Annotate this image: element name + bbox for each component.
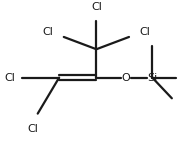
Text: Cl: Cl: [139, 27, 150, 37]
Text: Si: Si: [147, 73, 157, 83]
Text: Cl: Cl: [91, 2, 102, 12]
Text: Cl: Cl: [28, 124, 38, 134]
Text: Cl: Cl: [4, 73, 15, 83]
Text: O: O: [122, 73, 130, 83]
Text: Cl: Cl: [43, 27, 54, 37]
